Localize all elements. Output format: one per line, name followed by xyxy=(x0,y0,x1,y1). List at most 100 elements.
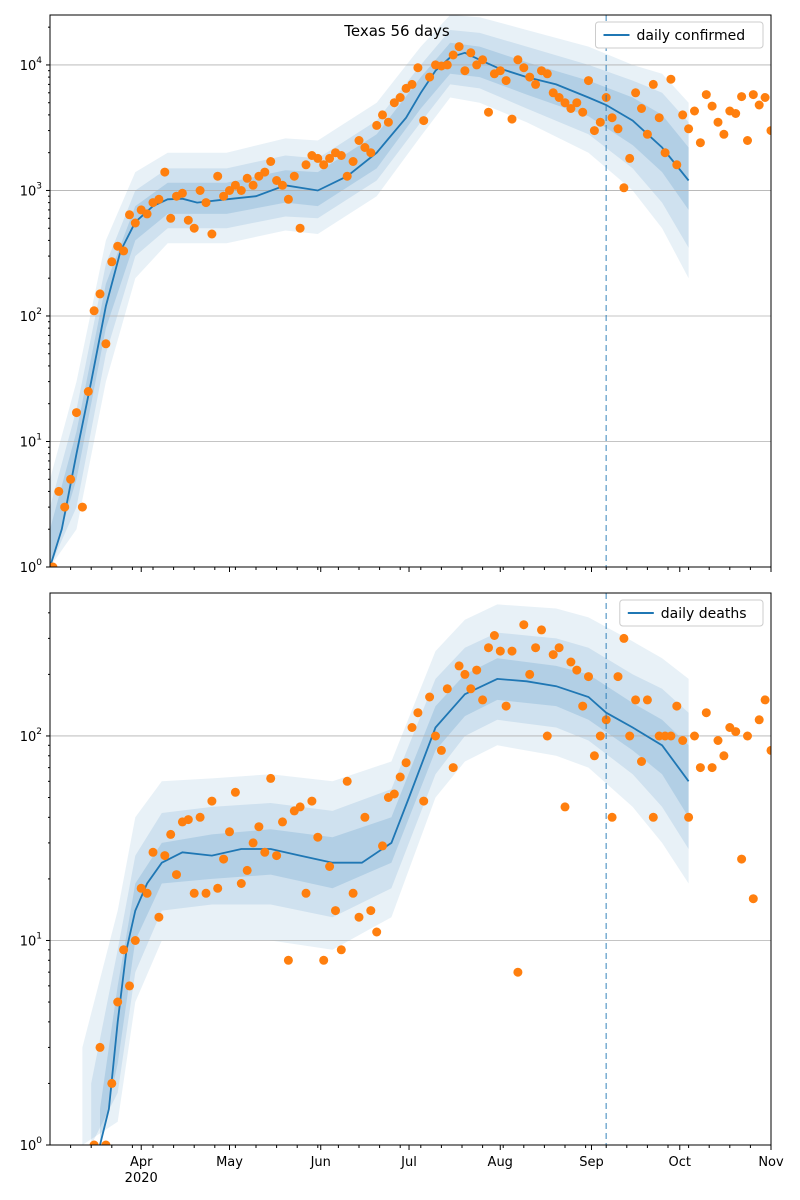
observation-point xyxy=(142,209,152,219)
observation-point xyxy=(748,90,758,100)
observation-point xyxy=(613,672,623,682)
observation-point xyxy=(760,695,770,705)
observation-point xyxy=(748,894,758,904)
observation-point xyxy=(501,701,511,711)
observation-point xyxy=(166,829,176,839)
observation-point xyxy=(701,90,711,100)
observation-point xyxy=(766,745,771,755)
observation-point xyxy=(754,715,764,725)
observation-point xyxy=(472,60,482,70)
observation-point xyxy=(519,620,529,630)
observation-point xyxy=(295,802,305,812)
x-tick-label: Aug xyxy=(488,1155,513,1170)
y-tick-exponent: 1 xyxy=(36,432,42,442)
observation-point xyxy=(690,731,699,741)
observation-point xyxy=(389,98,399,108)
observation-point xyxy=(342,776,352,786)
observation-point xyxy=(160,851,170,861)
observation-point xyxy=(372,120,382,130)
observation-point xyxy=(348,157,358,166)
observation-point xyxy=(266,773,276,783)
observation-point xyxy=(160,167,170,177)
observation-point xyxy=(713,117,723,127)
deaths-gridlines xyxy=(50,735,771,941)
observation-point xyxy=(637,757,646,766)
observation-point xyxy=(760,93,770,102)
observation-point xyxy=(460,669,470,679)
observation-point xyxy=(166,213,176,223)
observation-point xyxy=(648,812,658,822)
observation-point xyxy=(684,124,694,134)
observation-point xyxy=(236,186,246,195)
observation-point xyxy=(425,692,435,702)
observation-point xyxy=(619,633,629,643)
observation-point xyxy=(666,731,676,741)
observation-point xyxy=(254,822,264,832)
observation-point xyxy=(272,851,282,861)
observation-point xyxy=(89,1140,99,1145)
observation-point xyxy=(625,153,635,163)
observation-point xyxy=(407,723,417,732)
observation-point xyxy=(195,186,205,195)
observation-point xyxy=(378,110,387,120)
band-outer-area xyxy=(50,15,689,567)
confirmed-legend-label: daily confirmed xyxy=(637,28,746,44)
observation-point xyxy=(260,167,270,177)
observation-point xyxy=(642,129,652,139)
observation-point xyxy=(754,100,764,110)
observation-point xyxy=(737,92,747,102)
observation-point xyxy=(513,967,523,977)
observation-point xyxy=(325,862,335,871)
observation-point xyxy=(684,812,694,822)
observation-point xyxy=(648,79,658,89)
observation-point xyxy=(307,796,317,806)
observation-point xyxy=(413,708,423,718)
observation-point xyxy=(177,188,187,198)
observation-point xyxy=(301,160,311,170)
observation-point xyxy=(183,815,193,825)
observation-point xyxy=(743,731,752,741)
observation-point xyxy=(542,731,552,741)
observation-point xyxy=(260,847,270,857)
observation-point xyxy=(213,883,223,893)
observation-point xyxy=(348,888,358,898)
observation-point xyxy=(378,841,387,851)
y-tick-exponent: 2 xyxy=(36,727,42,737)
observation-point xyxy=(207,229,217,239)
x-tick-label: Oct xyxy=(669,1155,691,1170)
observation-point xyxy=(225,827,234,837)
observation-point xyxy=(419,116,429,126)
observation-point xyxy=(519,63,529,73)
observation-point xyxy=(313,832,323,842)
observation-point xyxy=(637,104,646,113)
observation-point xyxy=(172,870,181,880)
observation-point xyxy=(354,136,364,145)
observation-point xyxy=(695,138,705,148)
observation-point xyxy=(266,157,276,166)
observation-point xyxy=(195,812,205,822)
observation-point xyxy=(578,701,588,711)
observation-point xyxy=(572,665,582,675)
observation-point xyxy=(607,812,617,822)
observation-point xyxy=(478,55,488,65)
observation-point xyxy=(60,502,70,512)
observation-point xyxy=(466,684,476,694)
observation-point xyxy=(248,838,258,848)
observation-point xyxy=(548,650,558,660)
band-mid-area xyxy=(50,30,689,567)
observation-point xyxy=(101,1140,111,1145)
observation-point xyxy=(360,812,370,822)
observation-point xyxy=(737,854,747,864)
observation-point xyxy=(401,758,411,768)
observation-point xyxy=(625,731,635,741)
observation-point xyxy=(50,562,58,567)
observation-point xyxy=(525,72,535,82)
x-year-label: 2020 xyxy=(125,1171,158,1186)
observation-point xyxy=(360,143,370,152)
observation-point xyxy=(501,76,511,86)
x-tick-label: Jun xyxy=(310,1155,331,1170)
observation-point xyxy=(719,751,729,761)
observation-point xyxy=(442,684,452,694)
observation-point xyxy=(589,126,599,136)
observation-point xyxy=(342,171,352,181)
